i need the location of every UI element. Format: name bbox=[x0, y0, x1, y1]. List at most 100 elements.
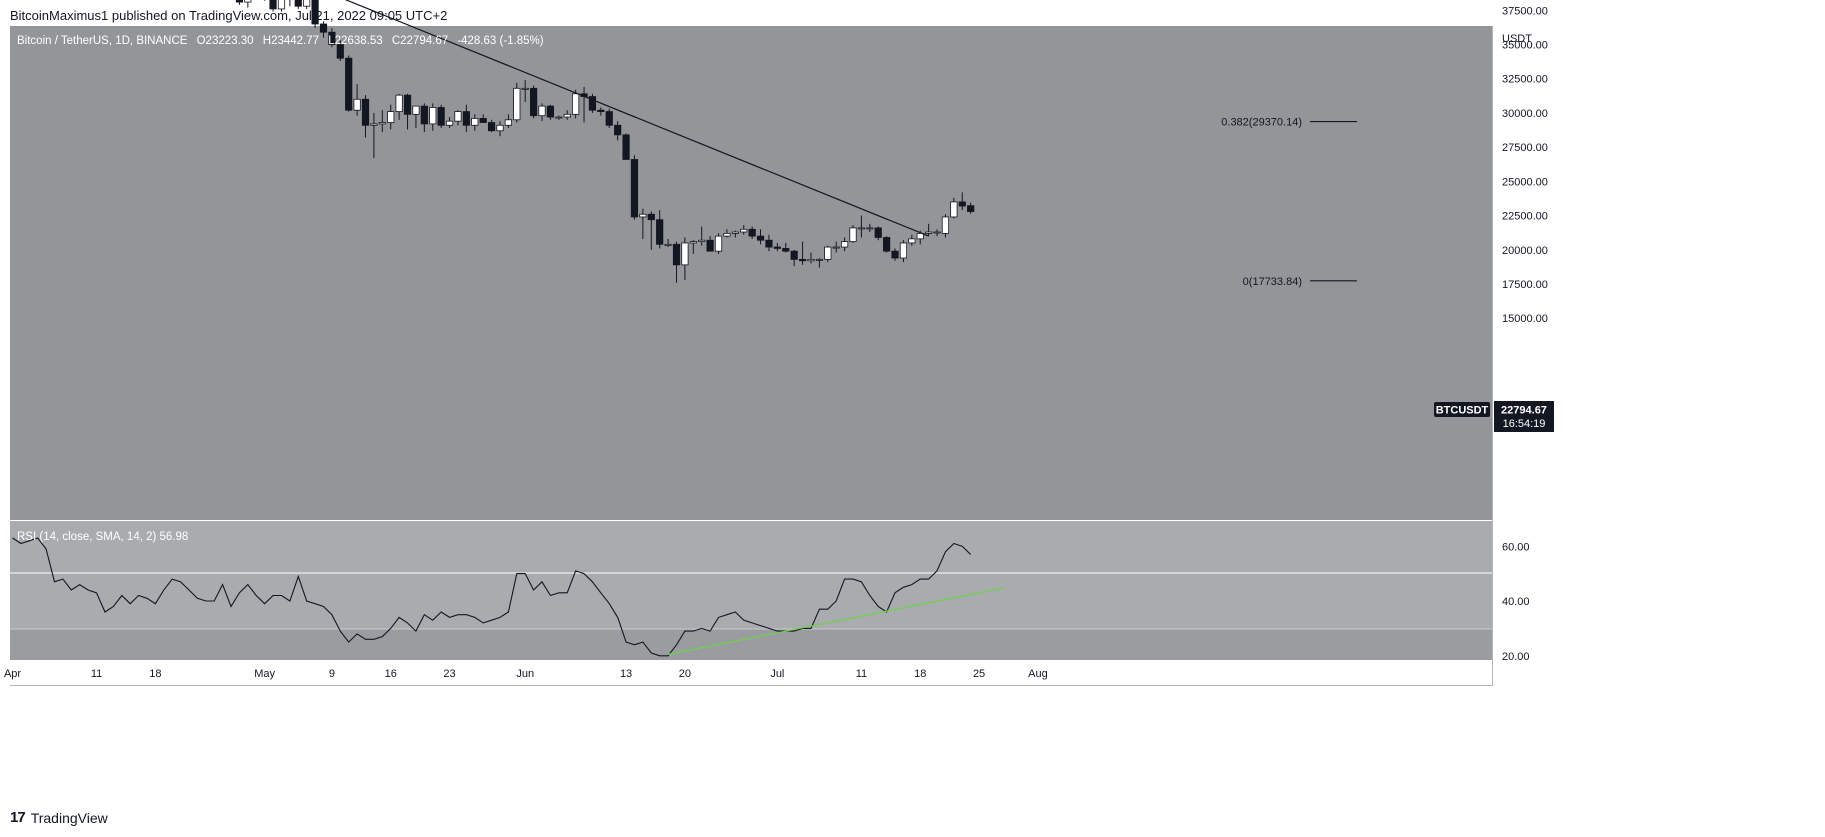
candle bbox=[445, 117, 454, 129]
candle-body bbox=[883, 237, 891, 252]
candle bbox=[950, 197, 958, 219]
candle-body bbox=[597, 109, 605, 112]
candle-body bbox=[689, 241, 697, 244]
price-pane[interactable] bbox=[10, 26, 1492, 520]
tradingview-logo-icon: 17 bbox=[10, 809, 26, 826]
candle bbox=[899, 240, 908, 263]
time-tick-label: 23 bbox=[443, 668, 455, 680]
candle bbox=[289, 0, 291, 7]
candle bbox=[782, 242, 790, 253]
candle-body bbox=[412, 105, 420, 115]
symbol-badge bbox=[1434, 402, 1490, 417]
candle bbox=[925, 223, 933, 237]
candle bbox=[437, 104, 445, 129]
candle bbox=[773, 242, 781, 252]
candle-body bbox=[967, 205, 975, 212]
candle-body bbox=[311, 0, 319, 25]
candle-body bbox=[328, 31, 336, 45]
candle bbox=[840, 237, 849, 252]
time-tick-label: 16 bbox=[385, 668, 397, 680]
candle bbox=[824, 245, 832, 263]
candle-body bbox=[303, 0, 311, 7]
candle bbox=[572, 89, 580, 119]
candle-body bbox=[479, 118, 487, 123]
candle-body bbox=[950, 201, 958, 218]
time-tick-label: 20 bbox=[679, 668, 691, 680]
candle-body bbox=[908, 238, 916, 244]
candle bbox=[471, 114, 479, 131]
candle-body bbox=[437, 107, 445, 126]
candle-body bbox=[387, 111, 395, 123]
candle bbox=[866, 223, 874, 233]
candle bbox=[941, 214, 950, 238]
footer: 17 TradingView bbox=[10, 809, 108, 826]
rsi-line bbox=[12, 537, 972, 657]
candle-body bbox=[866, 227, 874, 230]
candle-body bbox=[487, 122, 496, 132]
legend-symbol: Bitcoin / TetherUS, 1D, BINANCE bbox=[17, 35, 188, 47]
candle bbox=[429, 103, 437, 131]
price-tick-label: 32500.00 bbox=[1502, 74, 1548, 86]
candle bbox=[815, 258, 823, 268]
time-tick-label: Jun bbox=[516, 668, 534, 680]
candle bbox=[857, 215, 866, 238]
candle-body bbox=[420, 105, 428, 125]
candle-body bbox=[815, 258, 823, 261]
price-axis-ticks[interactable]: 47500.0045000.0042500.0040000.0037500.00… bbox=[1502, 0, 1548, 325]
rsi-legend: RSI (14, close, SMA, 14, 2) 56.98 bbox=[17, 531, 188, 543]
candle bbox=[462, 104, 470, 133]
candle bbox=[647, 211, 655, 250]
downtrend-line bbox=[344, 0, 929, 237]
candle bbox=[664, 238, 672, 248]
time-tick-label: 11 bbox=[856, 668, 867, 680]
candle bbox=[496, 121, 504, 137]
time-tick-label: 11 bbox=[91, 668, 102, 680]
candle-body bbox=[857, 227, 866, 230]
candle bbox=[714, 233, 723, 254]
rsi-tick-label: 40.00 bbox=[1502, 596, 1530, 608]
symbol-legend: Bitcoin / TetherUS, 1D, BINANCE O23223.3… bbox=[17, 35, 544, 47]
candle-body bbox=[748, 228, 756, 237]
rsi-axis-ticks[interactable]: 60.00 40.00 20.00 bbox=[1502, 541, 1530, 663]
time-tick-label: 18 bbox=[149, 668, 161, 680]
candle-body bbox=[790, 250, 798, 260]
candle-body bbox=[765, 239, 773, 248]
candle bbox=[521, 80, 529, 103]
price-badge: BTCUSDT 22794.67 16:54:19 bbox=[1434, 401, 1554, 432]
candle-body bbox=[824, 246, 832, 260]
time-tick-label: 13 bbox=[620, 668, 632, 680]
candle-body bbox=[319, 23, 328, 33]
trendline-layer bbox=[344, 0, 929, 237]
time-tick-label: Apr bbox=[4, 668, 21, 680]
candle-body bbox=[521, 87, 529, 90]
candle-body bbox=[504, 119, 512, 126]
candle bbox=[454, 110, 462, 126]
candle-body bbox=[681, 242, 689, 266]
candle bbox=[294, 0, 302, 9]
candle bbox=[605, 108, 613, 129]
candle-body bbox=[798, 258, 807, 262]
price-tick-label: 30000.00 bbox=[1502, 108, 1548, 120]
candle-body bbox=[706, 239, 714, 252]
candle-body bbox=[403, 94, 412, 115]
candle-body bbox=[698, 239, 706, 242]
candle-body bbox=[614, 124, 622, 136]
price-tick-label: 37500.00 bbox=[1502, 5, 1548, 17]
candle-body bbox=[370, 123, 378, 126]
candle bbox=[403, 93, 412, 130]
footer-brand[interactable]: TradingView bbox=[30, 809, 108, 826]
candle bbox=[277, 0, 286, 12]
candle-body bbox=[874, 227, 882, 238]
candle bbox=[933, 229, 941, 237]
legend-high-value: 23442.77 bbox=[271, 35, 319, 47]
time-axis-labels[interactable]: Apr 11 18 May 9 16 23 Jun 13 20 Jul 11 18 25 Aug bbox=[4, 668, 1048, 680]
candle bbox=[264, 0, 266, 1]
rsi-oversold-zone bbox=[10, 629, 1492, 660]
candle bbox=[891, 248, 899, 261]
rsi-tick-label: 60.00 bbox=[1502, 541, 1530, 553]
candle-body bbox=[395, 94, 403, 112]
candle-body bbox=[849, 227, 857, 242]
candle bbox=[530, 85, 538, 119]
price-axis-unit: USDT bbox=[1502, 33, 1532, 45]
